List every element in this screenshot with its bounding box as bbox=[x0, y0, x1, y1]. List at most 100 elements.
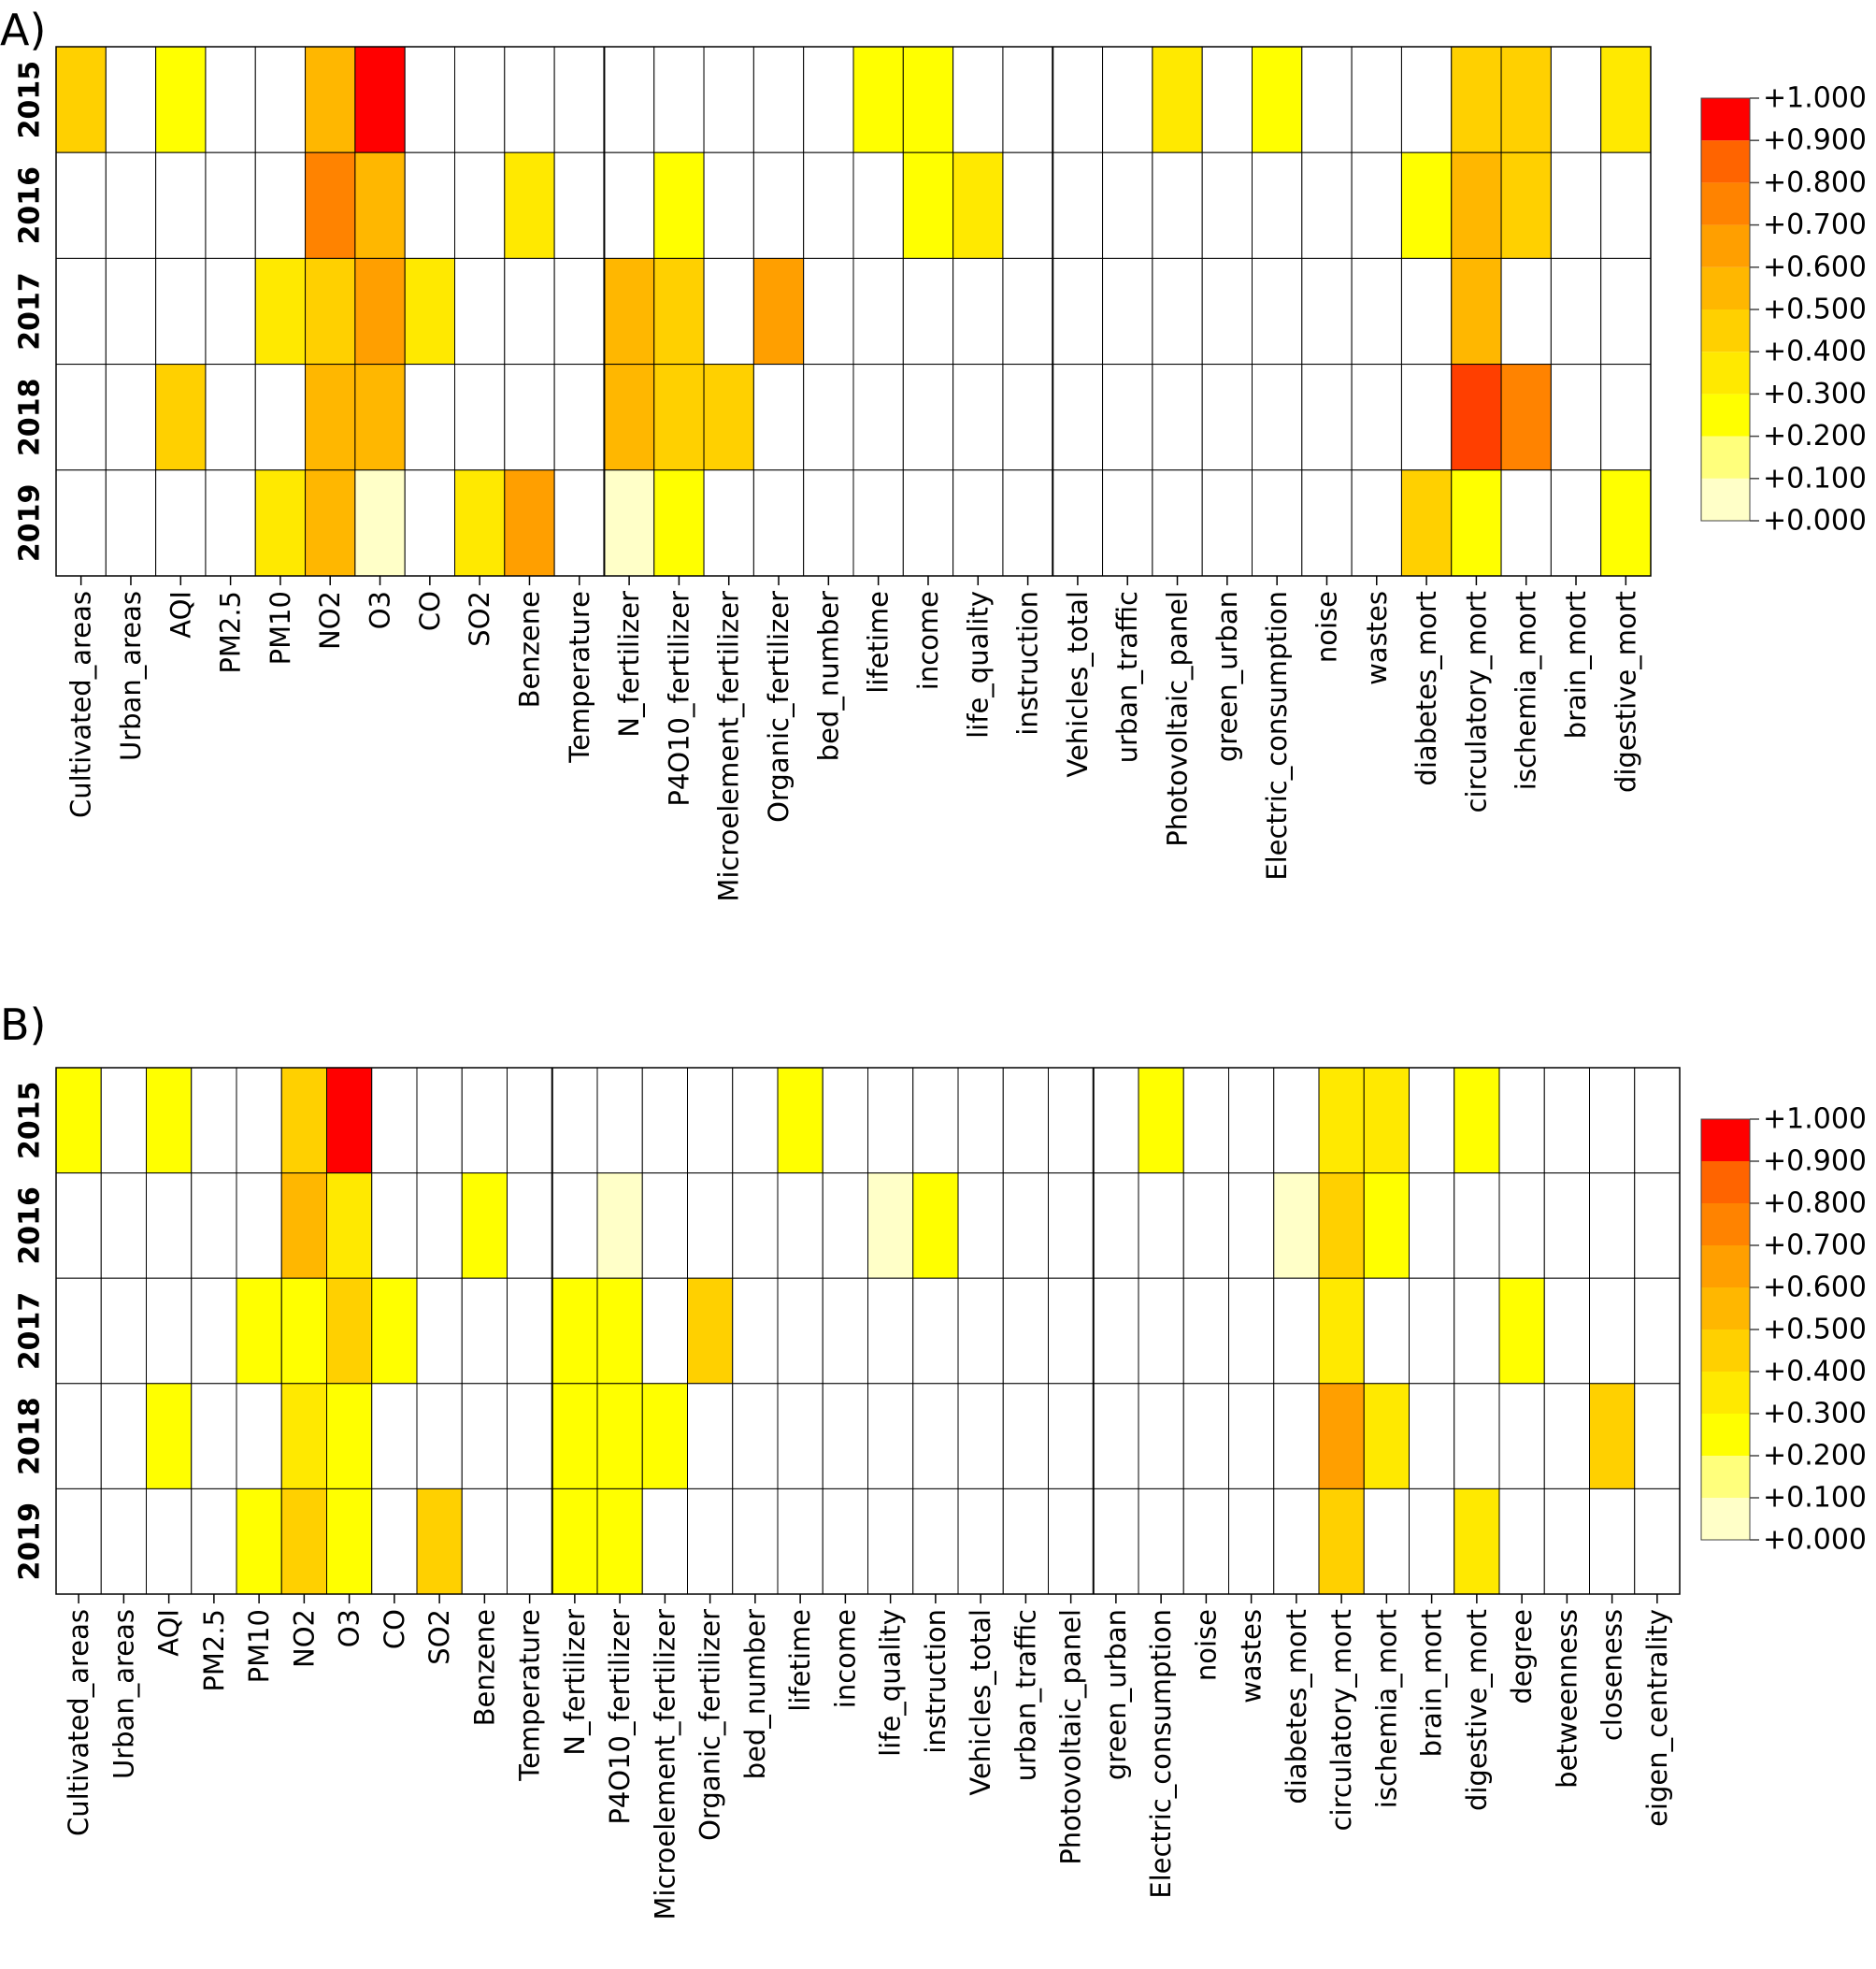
heatmap-cell bbox=[1400, 364, 1453, 471]
heatmap-cell bbox=[55, 1383, 102, 1489]
x-tick-label: Microelement_fertilizer bbox=[649, 1609, 680, 1920]
heatmap-cell bbox=[777, 1277, 823, 1385]
heatmap-cell bbox=[1318, 1172, 1365, 1279]
heatmap-cell bbox=[553, 257, 605, 366]
x-tick-label: bed_number bbox=[739, 1609, 771, 1779]
heatmap-cell bbox=[1052, 364, 1104, 471]
x-tick-label: NO2 bbox=[288, 1609, 320, 1668]
heatmap-cell bbox=[687, 1067, 734, 1174]
heatmap-cell bbox=[1351, 469, 1402, 577]
heatmap-cell bbox=[1102, 469, 1153, 577]
heatmap-cell bbox=[100, 1067, 147, 1174]
heatmap-cell bbox=[1228, 1383, 1275, 1489]
heatmap-cell bbox=[305, 469, 356, 577]
heatmap-cell bbox=[1498, 1488, 1545, 1595]
heatmap-cell bbox=[867, 1488, 914, 1595]
x-tick-label: Urban_areas bbox=[107, 1609, 139, 1779]
x-tick-label: brain_mort bbox=[1560, 591, 1592, 739]
heatmap-cell bbox=[641, 1172, 688, 1279]
x-tick-label: AQI bbox=[153, 1609, 185, 1657]
heatmap-cell bbox=[105, 151, 157, 259]
heatmap-cell bbox=[1152, 469, 1203, 577]
heatmap-cell bbox=[404, 364, 456, 471]
heatmap-cell bbox=[1363, 1172, 1410, 1279]
heatmap-cell bbox=[553, 364, 605, 471]
heatmap-cell bbox=[867, 1383, 914, 1489]
heatmap-cell bbox=[1102, 257, 1153, 366]
heatmap-cell bbox=[1182, 1488, 1229, 1595]
heatmap-cell bbox=[55, 257, 107, 366]
x-tick-label: P4O10_fertilizer bbox=[604, 1609, 636, 1825]
heatmap-cell bbox=[1252, 46, 1303, 153]
heatmap-cell bbox=[1451, 46, 1502, 153]
heatmap-cell bbox=[55, 1067, 102, 1174]
heatmap-cell bbox=[1152, 257, 1203, 366]
heatmap-cell bbox=[305, 257, 356, 366]
heatmap-cell bbox=[280, 1277, 327, 1385]
legend-swatch bbox=[1701, 352, 1750, 395]
heatmap-cell bbox=[504, 364, 555, 471]
heatmap-cell bbox=[732, 1067, 779, 1174]
heatmap-panel-a: A) 2015 2016 2017 2018 2019 Cultivated_areas Ur… bbox=[0, 5, 1867, 902]
heatmap-cell bbox=[1351, 151, 1402, 259]
heatmap-cell bbox=[1182, 1383, 1229, 1489]
heatmap-cell bbox=[371, 1277, 418, 1385]
heatmap-cell bbox=[1318, 1067, 1365, 1174]
heatmap-cell bbox=[1589, 1383, 1636, 1489]
heatmap-cell bbox=[326, 1172, 373, 1279]
heatmap-cell bbox=[55, 151, 107, 259]
heatmap-cell bbox=[1002, 364, 1053, 471]
heatmap-cell bbox=[461, 1277, 508, 1385]
heatmap-cell bbox=[957, 1172, 1004, 1279]
legend-tick-label: +0.800 bbox=[1763, 1187, 1867, 1220]
heatmap-cell bbox=[191, 1277, 237, 1385]
heatmap-cell bbox=[1301, 469, 1353, 577]
heatmap-cell bbox=[1301, 364, 1353, 471]
x-tick-label: instruction bbox=[920, 1609, 952, 1754]
heatmap-cell bbox=[777, 1488, 823, 1595]
heatmap-cell bbox=[507, 1383, 553, 1489]
legend-tick-label: +0.500 bbox=[1763, 1314, 1867, 1346]
heatmap-cell bbox=[504, 151, 555, 259]
x-tick-label: noise bbox=[1190, 1609, 1222, 1681]
heatmap-cell bbox=[551, 1067, 598, 1174]
legend-tick-label: +0.100 bbox=[1763, 1482, 1867, 1515]
heatmap-cell bbox=[55, 46, 107, 153]
heatmap-cell bbox=[236, 1067, 282, 1174]
heatmap-cell bbox=[416, 1067, 463, 1174]
heatmap-cell bbox=[371, 1172, 418, 1279]
legend-tick-label: +0.900 bbox=[1763, 1145, 1867, 1178]
heatmap-cell bbox=[305, 151, 356, 259]
heatmap-cell bbox=[354, 364, 406, 471]
heatmap-cell bbox=[1550, 364, 1602, 471]
x-tick-label: Photovoltaic_panel bbox=[1055, 1609, 1087, 1865]
heatmap-cell bbox=[553, 469, 605, 577]
heatmap-cell bbox=[822, 1488, 868, 1595]
heatmap-cell bbox=[461, 1383, 508, 1489]
heatmap-cell bbox=[1228, 1488, 1275, 1595]
heatmap-cell bbox=[1093, 1488, 1139, 1595]
x-tick-label: SO2 bbox=[423, 1609, 455, 1665]
heatmap-cell bbox=[553, 151, 605, 259]
heatmap-cell bbox=[454, 364, 506, 471]
heatmap-cell bbox=[822, 1277, 868, 1385]
x-tick-label: wastes bbox=[1361, 591, 1393, 685]
heatmap-cell bbox=[551, 1488, 598, 1595]
legend-tick-label: +0.500 bbox=[1763, 294, 1867, 326]
heatmap-cell bbox=[1048, 1488, 1095, 1595]
heatmap-cell bbox=[1138, 1277, 1184, 1385]
heatmap-cell bbox=[1318, 1277, 1365, 1385]
heatmap-cell bbox=[1634, 1067, 1681, 1174]
heatmap-cell bbox=[1550, 257, 1602, 366]
heatmap-cell bbox=[1589, 1067, 1636, 1174]
x-tick-label: green_urban bbox=[1211, 591, 1243, 762]
legend-tick-label: +0.200 bbox=[1763, 1440, 1867, 1473]
heatmap-cell bbox=[1318, 1488, 1365, 1595]
heatmap-cell bbox=[1409, 1067, 1455, 1174]
heatmap-cell bbox=[1002, 46, 1053, 153]
heatmap-cell bbox=[416, 1383, 463, 1489]
heatmap-cell bbox=[100, 1488, 147, 1595]
heatmap-cell bbox=[1500, 257, 1552, 366]
heatmap-cell bbox=[1273, 1488, 1320, 1595]
heatmap-cell bbox=[1228, 1067, 1275, 1174]
